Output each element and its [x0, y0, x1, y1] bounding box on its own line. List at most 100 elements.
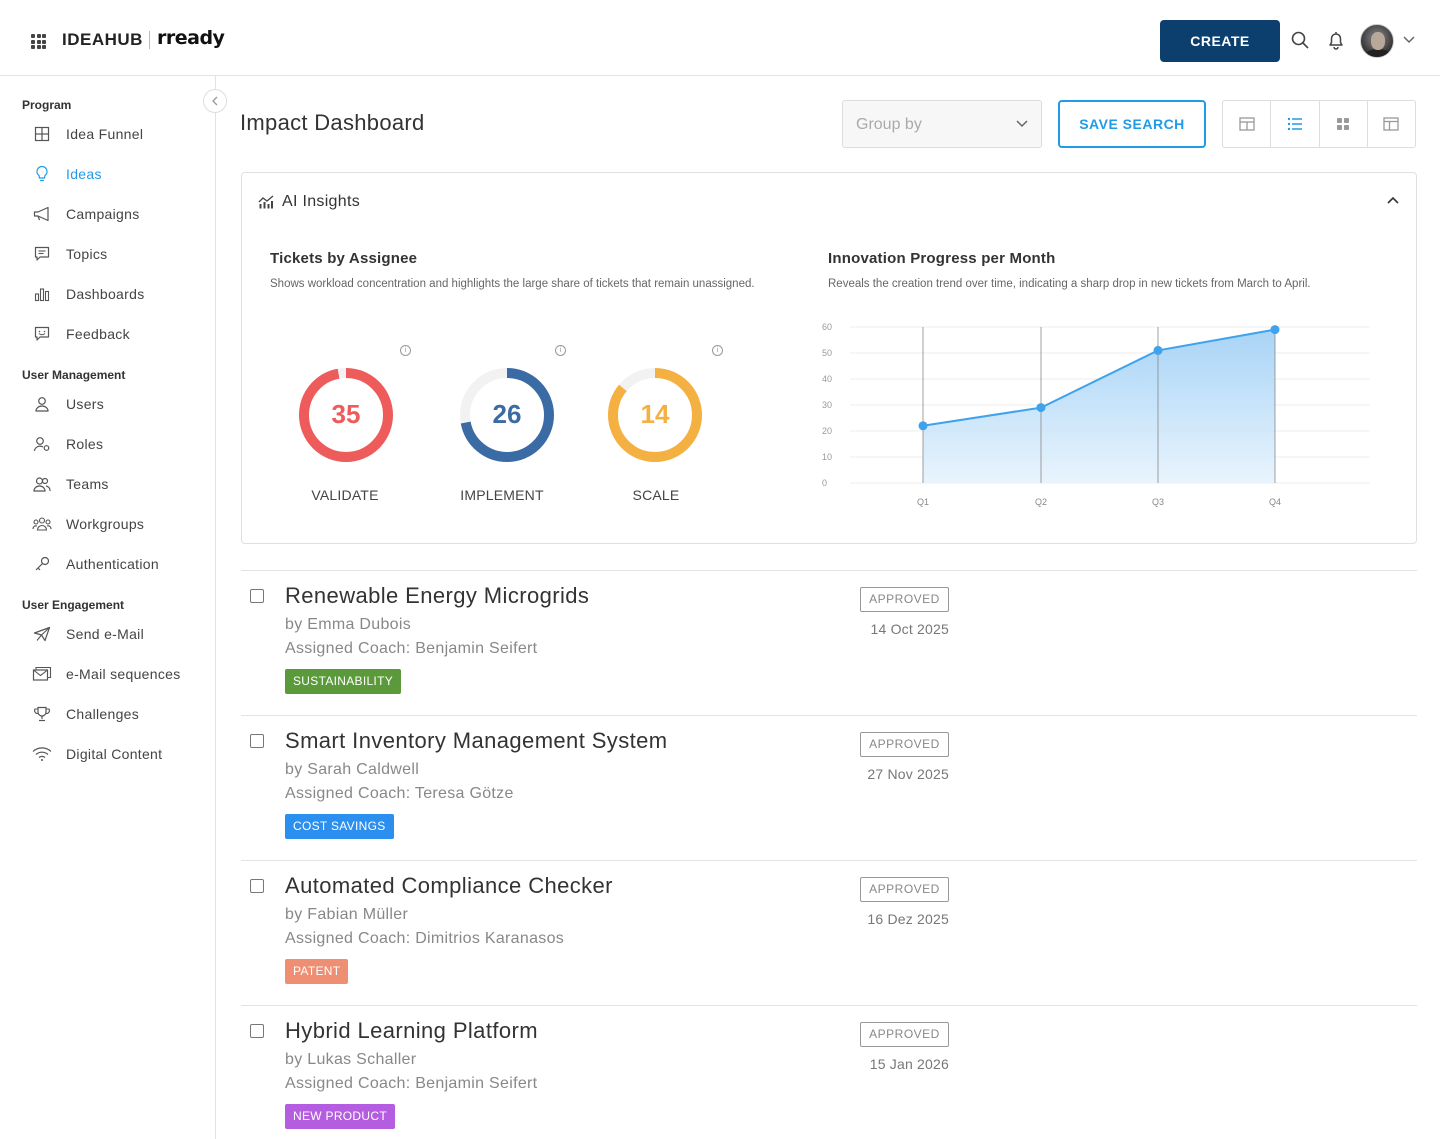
user-icon [32, 394, 52, 414]
sidebar-item-ideas[interactable]: Ideas [22, 159, 207, 189]
category-tag: PATENT [285, 959, 349, 984]
sidebar-item-label: Send e-Mail [66, 626, 145, 642]
x-tick-label: Q3 [1152, 497, 1164, 507]
page-title: Impact Dashboard [240, 110, 425, 135]
ai-insights-title: AI Insights [282, 193, 361, 210]
mail-sequence-icon [32, 664, 52, 684]
sidebar-item-email-sequences[interactable]: e-Mail sequences [22, 659, 207, 689]
sidebar-item-challenges[interactable]: Challenges [22, 699, 207, 729]
row-checkbox[interactable] [250, 1024, 264, 1038]
info-icon[interactable]: i [555, 345, 566, 356]
info-icon[interactable]: i [400, 345, 411, 356]
idea-row[interactable]: Automated Compliance Checker by Fabian M… [241, 860, 1417, 1005]
sidebar-item-digital-content[interactable]: Digital Content [22, 739, 207, 769]
idea-coach: Assigned Coach: Benjamin Seifert [285, 640, 538, 657]
category-tag: NEW PRODUCT [285, 1104, 395, 1129]
data-point [918, 421, 928, 431]
idea-row[interactable]: Smart Inventory Management System by Sar… [241, 715, 1417, 860]
data-point [1153, 345, 1163, 355]
user-gear-icon [32, 434, 52, 454]
idea-coach: Assigned Coach: Teresa Götze [285, 785, 514, 802]
table-icon [1238, 117, 1255, 131]
chevron-left-icon [212, 96, 218, 106]
sidebar-item-workgroups[interactable]: Workgroups [22, 509, 207, 539]
donut-validate: 35 [296, 365, 396, 465]
donut-label: SCALE [632, 487, 680, 503]
send-icon [32, 624, 52, 644]
save-search-button[interactable]: SAVE SEARCH [1058, 100, 1206, 148]
progress-description: Reveals the creation trend over time, in… [828, 278, 1311, 290]
view-list-button[interactable] [1271, 101, 1320, 147]
x-tick-label: Q4 [1269, 497, 1281, 507]
avatar[interactable] [1360, 24, 1394, 58]
donut-value: 14 [640, 399, 670, 429]
sidebar-item-roles[interactable]: Roles [22, 429, 207, 459]
sidebar-item-teams[interactable]: Teams [22, 469, 207, 499]
apps-grid-icon[interactable] [31, 34, 46, 49]
view-split-button[interactable] [1368, 101, 1415, 147]
idea-author: by Sarah Caldwell [285, 761, 420, 778]
sidebar-item-feedback[interactable]: Feedback [22, 319, 207, 349]
megaphone-icon [32, 204, 52, 224]
idea-row[interactable]: Renewable Energy Microgrids by Emma Dubo… [241, 570, 1417, 715]
view-table-button[interactable] [1223, 101, 1272, 147]
idea-title[interactable]: Automated Compliance Checker [285, 873, 613, 898]
sidebar-item-label: Idea Funnel [66, 126, 144, 142]
sidebar-item-label: Workgroups [66, 516, 145, 532]
sidebar-item-users[interactable]: Users [22, 389, 207, 419]
idea-date: 16 Dez 2025 [867, 911, 949, 927]
split-view-icon [1383, 117, 1400, 131]
donut-label: VALIDATE [311, 487, 379, 503]
idea-title[interactable]: Renewable Energy Microgrids [285, 583, 590, 608]
row-checkbox[interactable] [250, 734, 264, 748]
sidebar-item-label: Challenges [66, 706, 140, 722]
chevron-down-icon [1016, 120, 1028, 128]
brand-logo[interactable]: rready [157, 27, 225, 49]
idea-date: 27 Nov 2025 [867, 766, 949, 782]
list-icon [1287, 117, 1302, 131]
tickets-description: Shows workload concentration and highlig… [270, 278, 755, 290]
x-tick-label: Q1 [917, 497, 929, 507]
row-checkbox[interactable] [250, 879, 264, 893]
sidebar-item-send-email[interactable]: Send e-Mail [22, 619, 207, 649]
top-bar: IDEAHUB rready CREATE [0, 0, 1440, 76]
idea-author: by Fabian Müller [285, 906, 409, 923]
key-icon [32, 554, 52, 574]
idea-title[interactable]: Hybrid Learning Platform [285, 1018, 538, 1043]
sidebar-item-campaigns[interactable]: Campaigns [22, 199, 207, 229]
row-checkbox[interactable] [250, 589, 264, 603]
idea-row[interactable]: Hybrid Learning Platform by Lukas Schall… [241, 1005, 1417, 1139]
sidebar-collapse-button[interactable] [203, 89, 227, 113]
chevron-up-icon[interactable] [1386, 195, 1400, 205]
chevron-down-icon[interactable] [1402, 33, 1416, 47]
sidebar-item-label: Teams [66, 476, 109, 492]
sidebar-item-label: Topics [66, 246, 108, 262]
group-by-select[interactable]: Group by [842, 100, 1042, 148]
search-icon[interactable] [1290, 30, 1310, 50]
sidebar-item-authentication[interactable]: Authentication [22, 549, 207, 579]
grid-view-icon [1337, 118, 1350, 130]
y-tick-label: 20 [822, 426, 832, 436]
category-tag: SUSTAINABILITY [285, 669, 402, 694]
brand-name[interactable]: IDEAHUB [62, 30, 143, 49]
sidebar-item-label: Digital Content [66, 746, 163, 762]
sidebar-item-label: Authentication [66, 556, 159, 572]
ai-insights-panel: AI Insights Tickets by Assignee Shows wo… [241, 172, 1417, 544]
idea-coach: Assigned Coach: Dimitrios Karanasos [285, 930, 565, 947]
x-tick-label: Q2 [1035, 497, 1047, 507]
create-button[interactable]: CREATE [1160, 20, 1280, 62]
sidebar-item-dashboards[interactable]: Dashboards [22, 279, 207, 309]
sidebar-item-idea-funnel[interactable]: Idea Funnel [22, 119, 207, 149]
idea-title[interactable]: Smart Inventory Management System [285, 728, 668, 753]
donut-scale: 14 [605, 365, 705, 465]
feedback-icon [32, 324, 52, 344]
bell-icon[interactable] [1326, 30, 1346, 50]
info-icon[interactable]: i [712, 345, 723, 356]
status-badge: APPROVED [860, 587, 949, 612]
view-grid-button[interactable] [1320, 101, 1368, 147]
sidebar-item-label: Roles [66, 436, 104, 452]
status-badge: APPROVED [860, 877, 949, 902]
sidebar-item-topics[interactable]: Topics [22, 239, 207, 269]
donut-arc [299, 368, 393, 462]
idea-date: 15 Jan 2026 [869, 1056, 949, 1072]
